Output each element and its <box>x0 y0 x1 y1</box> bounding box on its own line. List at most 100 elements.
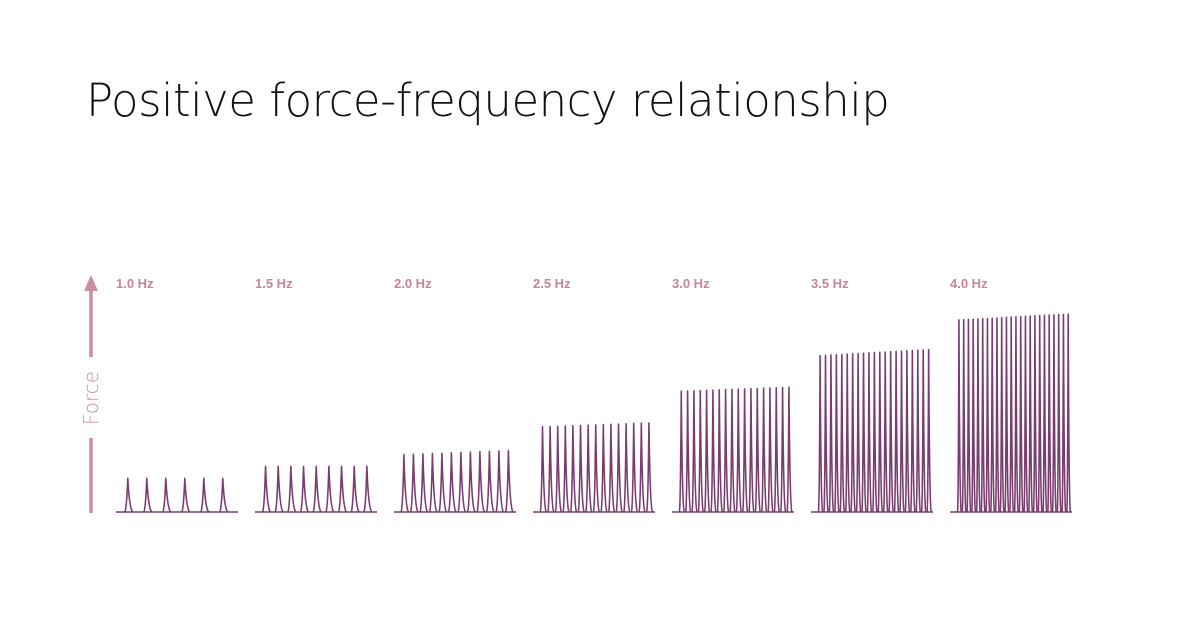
contraction-peak <box>592 424 601 513</box>
contraction-peak <box>409 453 419 513</box>
contraction-peak <box>684 390 692 513</box>
contraction-peak <box>428 452 438 513</box>
contraction-peak <box>447 451 457 513</box>
contraction-peak <box>585 424 593 513</box>
contraction-peak <box>926 348 933 513</box>
contraction-peak <box>400 453 410 513</box>
contraction-peak <box>539 426 547 513</box>
frequency-label: 1.0 Hz <box>116 276 154 291</box>
contraction-peak <box>691 389 698 513</box>
trace-group-3-0-Hz: 3.0 Hz <box>672 276 794 513</box>
contraction-peak <box>735 388 743 513</box>
contraction-peak <box>181 477 191 513</box>
contraction-peak <box>547 425 555 513</box>
contraction-peak <box>1046 314 1053 513</box>
contraction-peak <box>476 450 486 513</box>
contraction-peak <box>678 390 686 513</box>
frequency-label: 1.5 Hz <box>255 276 293 291</box>
contraction-peak <box>823 354 829 513</box>
contraction-peak <box>716 389 724 513</box>
trace-group-1-0-Hz: 1.0 Hz <box>116 276 238 513</box>
contraction-peak <box>124 477 134 513</box>
contraction-peak <box>219 477 229 513</box>
contraction-peak <box>899 350 905 513</box>
contraction-peak <box>844 353 851 513</box>
contraction-peak <box>299 465 310 513</box>
contraction-peak <box>703 389 711 513</box>
contraction-peak <box>569 424 578 513</box>
contraction-peak <box>504 449 514 513</box>
contraction-peak <box>1008 316 1015 513</box>
contraction-peak <box>337 465 348 513</box>
contraction-peak <box>729 388 736 513</box>
trace-group-4-0-Hz: 4.0 Hz <box>950 276 1072 513</box>
contraction-peak <box>325 465 335 513</box>
contraction-peak <box>710 389 717 513</box>
contraction-peak <box>866 352 873 513</box>
contraction-peak <box>915 349 922 513</box>
contraction-peak <box>1061 313 1067 513</box>
contraction-peak <box>850 352 857 513</box>
contraction-peak <box>143 477 153 513</box>
contraction-peak <box>909 349 916 513</box>
contraction-peak <box>773 386 781 513</box>
contraction-peak <box>274 465 284 513</box>
contraction-peak <box>312 465 322 513</box>
frequency-label: 3.0 Hz <box>672 276 710 291</box>
frequency-label: 2.0 Hz <box>394 276 432 291</box>
trace-group-3-5-Hz: 3.5 Hz <box>811 276 933 513</box>
contraction-peak <box>363 465 373 513</box>
contraction-peak <box>779 386 787 513</box>
contraction-peak <box>760 387 768 513</box>
contraction-peak <box>970 318 977 513</box>
contraction-peak <box>1027 315 1034 513</box>
contraction-peak <box>920 349 927 513</box>
contraction-peak <box>748 387 755 513</box>
contraction-peak <box>1042 314 1048 513</box>
contraction-peak <box>893 350 900 513</box>
contraction-peak <box>961 318 967 513</box>
contraction-peak <box>833 353 840 513</box>
contraction-peak <box>638 422 646 513</box>
contraction-peak <box>562 425 570 513</box>
contraction-peak <box>1004 316 1010 513</box>
chart-title: Positive force-frequency relationship <box>86 74 890 127</box>
contraction-peak <box>1023 315 1029 513</box>
contraction-peak <box>495 450 505 513</box>
contraction-peak <box>623 422 631 513</box>
contraction-peak <box>994 317 1001 513</box>
contraction-peak <box>966 318 972 513</box>
contraction-peak <box>877 351 884 513</box>
contraction-peak <box>1037 314 1043 513</box>
contraction-peak <box>839 353 846 513</box>
contraction-peak <box>956 319 963 513</box>
frequency-label: 2.5 Hz <box>533 276 571 291</box>
y-axis-arrow-icon <box>84 275 98 291</box>
contraction-peak <box>904 350 911 513</box>
contraction-peak <box>630 422 639 513</box>
y-axis: Force <box>79 275 103 513</box>
contraction-peak <box>554 425 563 513</box>
contraction-peak <box>485 450 495 513</box>
contraction-peak <box>1051 313 1058 513</box>
contraction-peak <box>645 422 654 513</box>
contraction-peak <box>871 351 878 513</box>
contraction-peak <box>980 317 986 513</box>
contraction-peak <box>767 387 774 513</box>
contraction-peak <box>438 452 448 513</box>
contraction-peak <box>419 453 429 513</box>
contraction-peak <box>741 388 749 513</box>
contraction-peak <box>697 389 705 513</box>
contraction-peak <box>1065 313 1072 513</box>
frequency-label: 4.0 Hz <box>950 276 988 291</box>
contraction-peak <box>615 423 623 513</box>
trace-group-1-5-Hz: 1.5 Hz <box>255 276 377 513</box>
contraction-peak <box>855 352 862 513</box>
contraction-peak <box>989 317 996 513</box>
contraction-peak <box>861 352 867 513</box>
contraction-peak <box>882 351 889 513</box>
contraction-peak <box>466 451 476 513</box>
contraction-peak <box>828 354 835 513</box>
contraction-peak <box>577 424 585 513</box>
